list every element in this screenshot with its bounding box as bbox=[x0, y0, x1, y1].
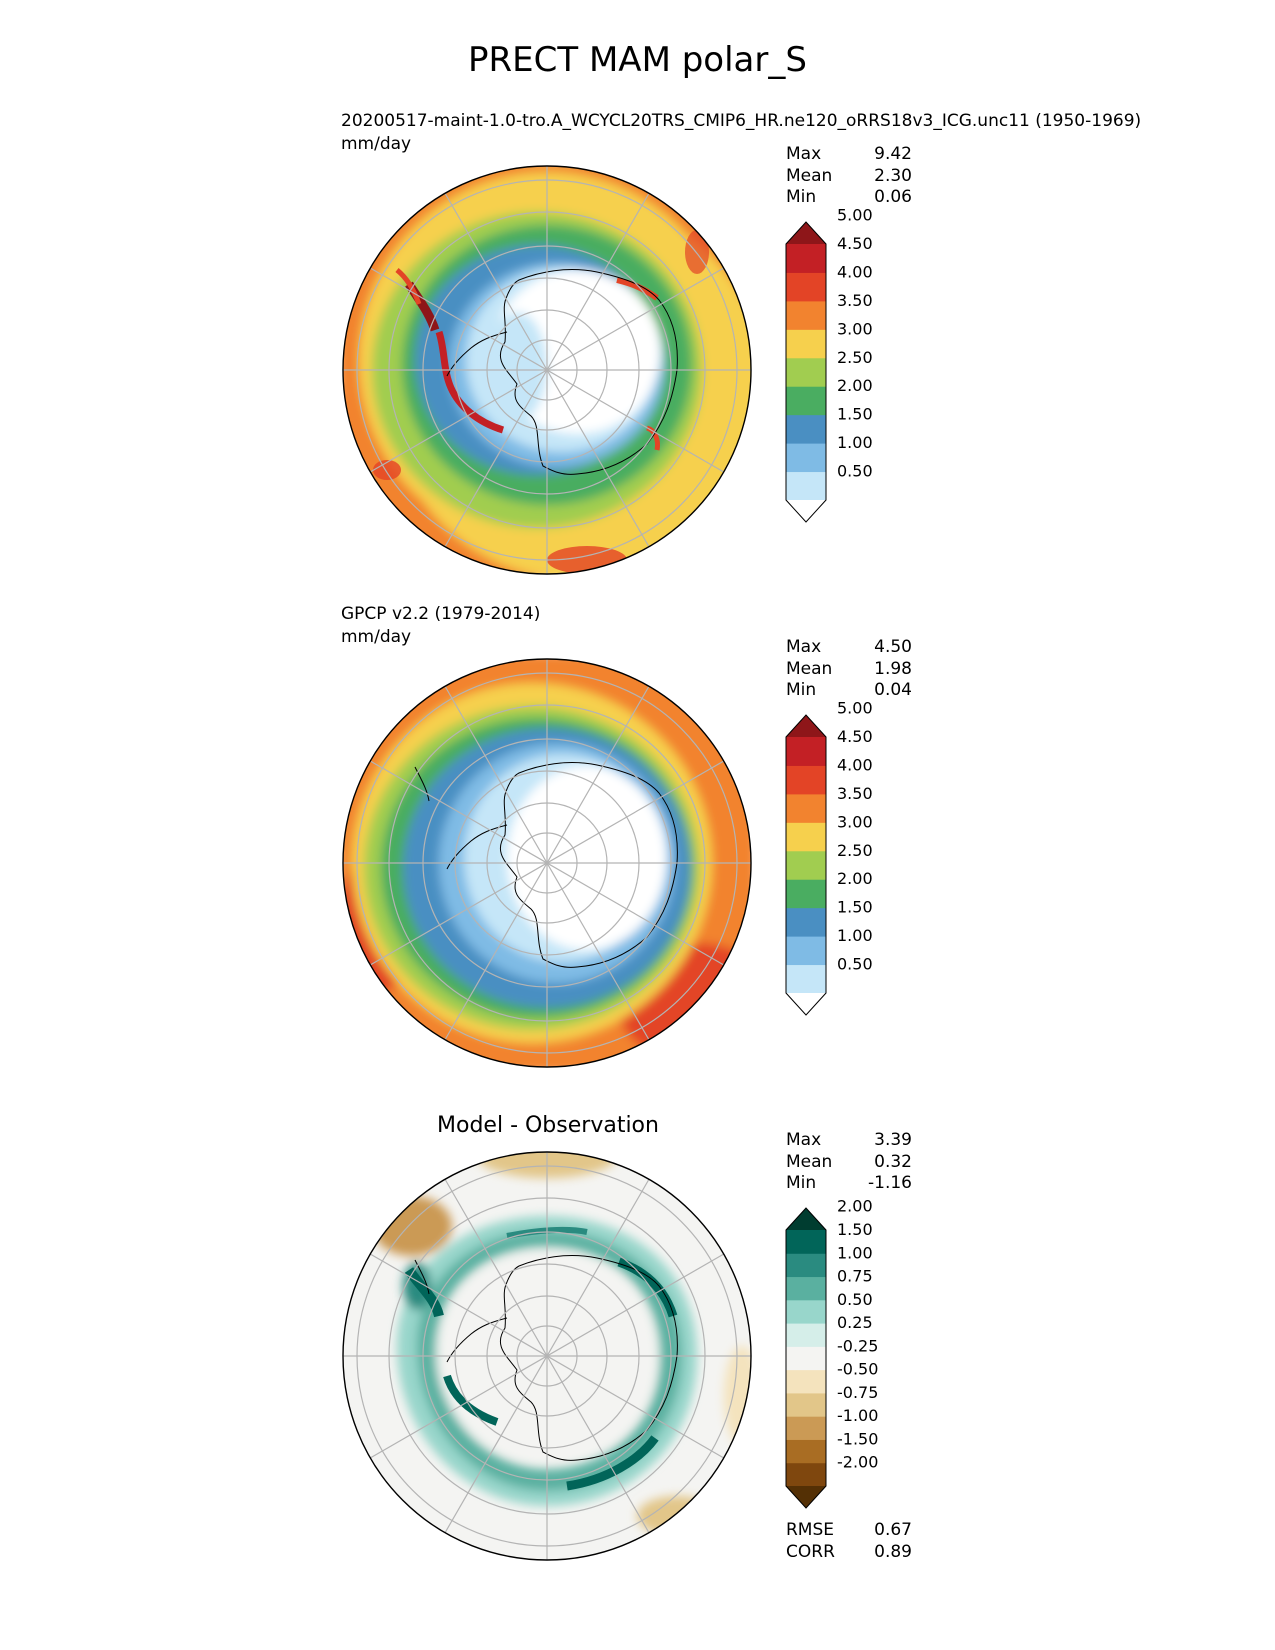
reference-case-name: GPCP v2.2 (1979-2014) bbox=[341, 604, 541, 624]
colorbar-segment bbox=[786, 300, 826, 330]
stat-min: Min 0.04 bbox=[786, 680, 912, 700]
colorbar-extend-min bbox=[786, 993, 826, 1015]
colorbar-segment bbox=[786, 936, 826, 966]
colorbar-tick-label: 0.50 bbox=[837, 1290, 873, 1309]
reference-stats: Max 4.50 Mean 1.98 Min 0.04 bbox=[786, 637, 912, 702]
test-units: mm/day bbox=[341, 134, 412, 154]
colorbar-tick-label: 2.00 bbox=[837, 869, 873, 888]
colorbar-tick-label: 1.00 bbox=[837, 1243, 873, 1262]
colorbar-segment bbox=[786, 1369, 826, 1394]
colorbar-segment bbox=[786, 443, 826, 473]
colorbar-extend-max bbox=[786, 715, 826, 737]
colorbar-segment bbox=[786, 1439, 826, 1464]
colorbar-segment bbox=[786, 1276, 826, 1301]
diff-stats: Max 3.39 Mean 0.32 Min -1.16 bbox=[786, 1130, 912, 1195]
colorbar-segment bbox=[786, 850, 826, 880]
colorbar-segment bbox=[786, 357, 826, 387]
colorbar-segment bbox=[786, 386, 826, 416]
diff-panel-title: Model - Observation bbox=[437, 1113, 659, 1138]
colorbar-segment bbox=[786, 329, 826, 359]
stat-max: Max 9.42 bbox=[786, 144, 912, 164]
colorbar-segment bbox=[786, 1253, 826, 1278]
colorbar-segment bbox=[786, 1230, 826, 1254]
stat-mean: Mean 1.98 bbox=[786, 658, 912, 679]
colorbar-tick-label: -0.50 bbox=[837, 1360, 878, 1379]
stat-mean: Mean 0.32 bbox=[786, 1151, 912, 1172]
figure-title: PRECT MAM polar_S bbox=[468, 40, 807, 80]
colorbar-segment bbox=[786, 907, 826, 937]
colorbar-tick-label: -0.75 bbox=[837, 1383, 878, 1402]
test-polar-map bbox=[341, 164, 753, 576]
colorbar-segment bbox=[786, 471, 826, 501]
colorbar-segment bbox=[786, 765, 826, 795]
colorbar-segment bbox=[786, 879, 826, 909]
colorbar-segment bbox=[786, 1323, 826, 1347]
test-case-name: 20200517-maint-1.0-tro.A_WCYCL20TRS_CMIP… bbox=[341, 111, 1142, 131]
colorbar-tick-label: 5.00 bbox=[837, 206, 873, 225]
stat-min: Min -1.16 bbox=[786, 1173, 912, 1193]
colorbar-tick-label: 3.00 bbox=[837, 812, 873, 831]
colorbar-tick-label: 3.00 bbox=[837, 319, 873, 338]
colorbar-tick-label: 4.50 bbox=[837, 727, 873, 746]
stat-min: Min 0.06 bbox=[786, 187, 912, 207]
colorbar-segment bbox=[786, 822, 826, 852]
colorbar-outline bbox=[785, 1207, 827, 1509]
colorbar-tick-label: -1.50 bbox=[837, 1429, 878, 1448]
colorbar-segment bbox=[786, 1462, 826, 1487]
colorbar-tick-label: 1.00 bbox=[837, 433, 873, 452]
colorbar-tick-label: 3.50 bbox=[837, 291, 873, 310]
test-colorbar: 0.50 1.00 1.50 2.00 2.50 3.00 3.50 4.00 4.50 5.00 bbox=[785, 206, 906, 524]
diff-metrics: RMSE 0.67 CORR 0.89 bbox=[786, 1520, 912, 1563]
diff-polar-map bbox=[341, 1150, 753, 1562]
colorbar-tick-label: 0.50 bbox=[837, 955, 873, 974]
colorbar-tick-label: 0.75 bbox=[837, 1267, 873, 1286]
colorbar-tick-label: 3.50 bbox=[837, 784, 873, 803]
stat-max: Max 3.39 bbox=[786, 1130, 912, 1150]
colorbar-tick-label: 2.50 bbox=[837, 841, 873, 860]
colorbar-segment bbox=[786, 414, 826, 444]
colorbar-segment bbox=[786, 964, 826, 994]
colorbar-tick-label: 4.00 bbox=[837, 755, 873, 774]
colorbar-segment bbox=[786, 272, 826, 302]
colorbar-extend-max bbox=[786, 222, 826, 244]
metric-rmse: RMSE 0.67 bbox=[786, 1520, 912, 1540]
colorbar-outline bbox=[785, 221, 827, 523]
colorbar-tick-label: 4.00 bbox=[837, 262, 873, 281]
stat-mean: Mean 2.30 bbox=[786, 165, 912, 186]
colorbar-extend-max bbox=[786, 1208, 826, 1230]
colorbar-segment bbox=[786, 737, 826, 766]
colorbar-tick-label: 4.50 bbox=[837, 234, 873, 253]
colorbar-segment bbox=[786, 1299, 826, 1324]
colorbar-tick-label: 1.00 bbox=[837, 926, 873, 945]
colorbar-tick-label: 1.50 bbox=[837, 898, 873, 917]
colorbar-segment bbox=[786, 793, 826, 823]
colorbar-tick-label: 5.00 bbox=[837, 699, 873, 718]
test-stats: Max 9.42 Mean 2.30 Min 0.06 bbox=[786, 144, 912, 209]
colorbar-outline bbox=[785, 714, 827, 1016]
reference-colorbar: 0.50 1.00 1.50 2.00 2.50 3.00 3.50 4.00 4.50 5.00 bbox=[785, 699, 906, 1017]
colorbar-extend-min bbox=[786, 500, 826, 522]
diff-colorbar: -2.00 -1.50 -1.00 -0.75 -0.50 -0.25 0.25 0.50 0.… bbox=[785, 1197, 906, 1510]
colorbar-tick-label: -0.25 bbox=[837, 1336, 878, 1355]
colorbar-tick-label: 2.00 bbox=[837, 376, 873, 395]
colorbar-tick-label: 2.00 bbox=[837, 1197, 873, 1216]
colorbar-segment bbox=[786, 244, 826, 273]
reference-polar-map bbox=[341, 657, 753, 1069]
metric-corr: CORR 0.89 bbox=[786, 1541, 912, 1562]
colorbar-tick-label: 0.25 bbox=[837, 1313, 873, 1332]
colorbar-segment bbox=[786, 1392, 826, 1417]
colorbar-tick-label: -2.00 bbox=[837, 1453, 878, 1472]
colorbar-tick-label: -1.00 bbox=[837, 1406, 878, 1425]
colorbar-extend-min bbox=[786, 1486, 826, 1508]
stat-max: Max 4.50 bbox=[786, 637, 912, 657]
colorbar-tick-label: 0.50 bbox=[837, 462, 873, 481]
colorbar-tick-label: 2.50 bbox=[837, 348, 873, 367]
colorbar-tick-label: 1.50 bbox=[837, 405, 873, 424]
colorbar-tick-label: 1.50 bbox=[837, 1220, 873, 1239]
colorbar-segment bbox=[786, 1346, 826, 1371]
reference-units: mm/day bbox=[341, 627, 412, 647]
colorbar-segment bbox=[786, 1416, 826, 1440]
